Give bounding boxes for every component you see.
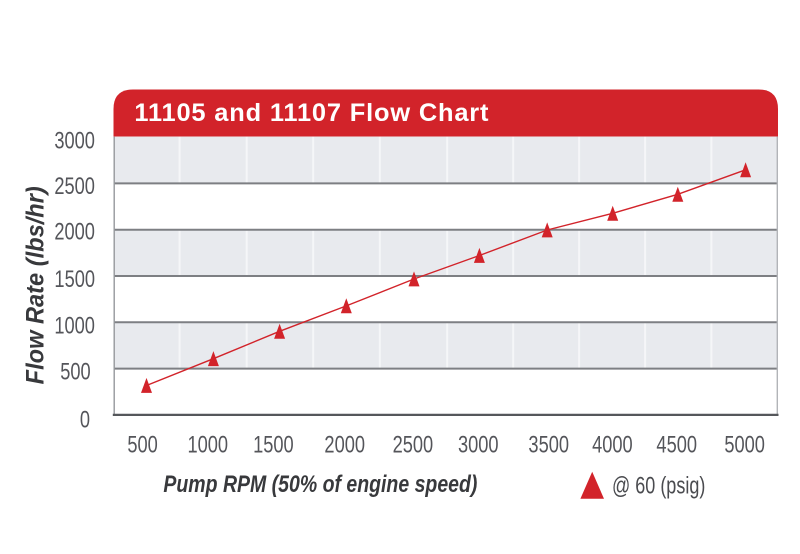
svg-text:2000: 2000: [54, 218, 95, 245]
svg-text:4000: 4000: [592, 431, 633, 458]
svg-text:3500: 3500: [528, 431, 569, 458]
svg-text:11105 and 11107 Flow Chart: 11105 and 11107 Flow Chart: [134, 99, 489, 127]
svg-text:1500: 1500: [253, 431, 294, 458]
svg-text:4500: 4500: [656, 431, 697, 458]
svg-text:Flow Rate (lbs/hr): Flow Rate (lbs/hr): [22, 186, 50, 384]
svg-text:3000: 3000: [458, 431, 499, 458]
svg-text:500: 500: [60, 358, 91, 385]
svg-text:1000: 1000: [188, 431, 229, 458]
svg-text:500: 500: [127, 431, 158, 458]
svg-text:2500: 2500: [393, 431, 434, 458]
svg-text:2000: 2000: [324, 431, 365, 458]
svg-text:5000: 5000: [724, 431, 765, 458]
svg-text:@ 60 (psig): @ 60 (psig): [612, 472, 705, 499]
svg-text:2500: 2500: [54, 172, 95, 199]
svg-text:0: 0: [80, 406, 90, 433]
svg-text:1500: 1500: [54, 265, 95, 292]
svg-text:3000: 3000: [54, 127, 95, 154]
svg-text:Pump RPM (50% of engine speed): Pump RPM (50% of engine speed): [163, 470, 477, 497]
svg-text:1000: 1000: [54, 312, 95, 339]
